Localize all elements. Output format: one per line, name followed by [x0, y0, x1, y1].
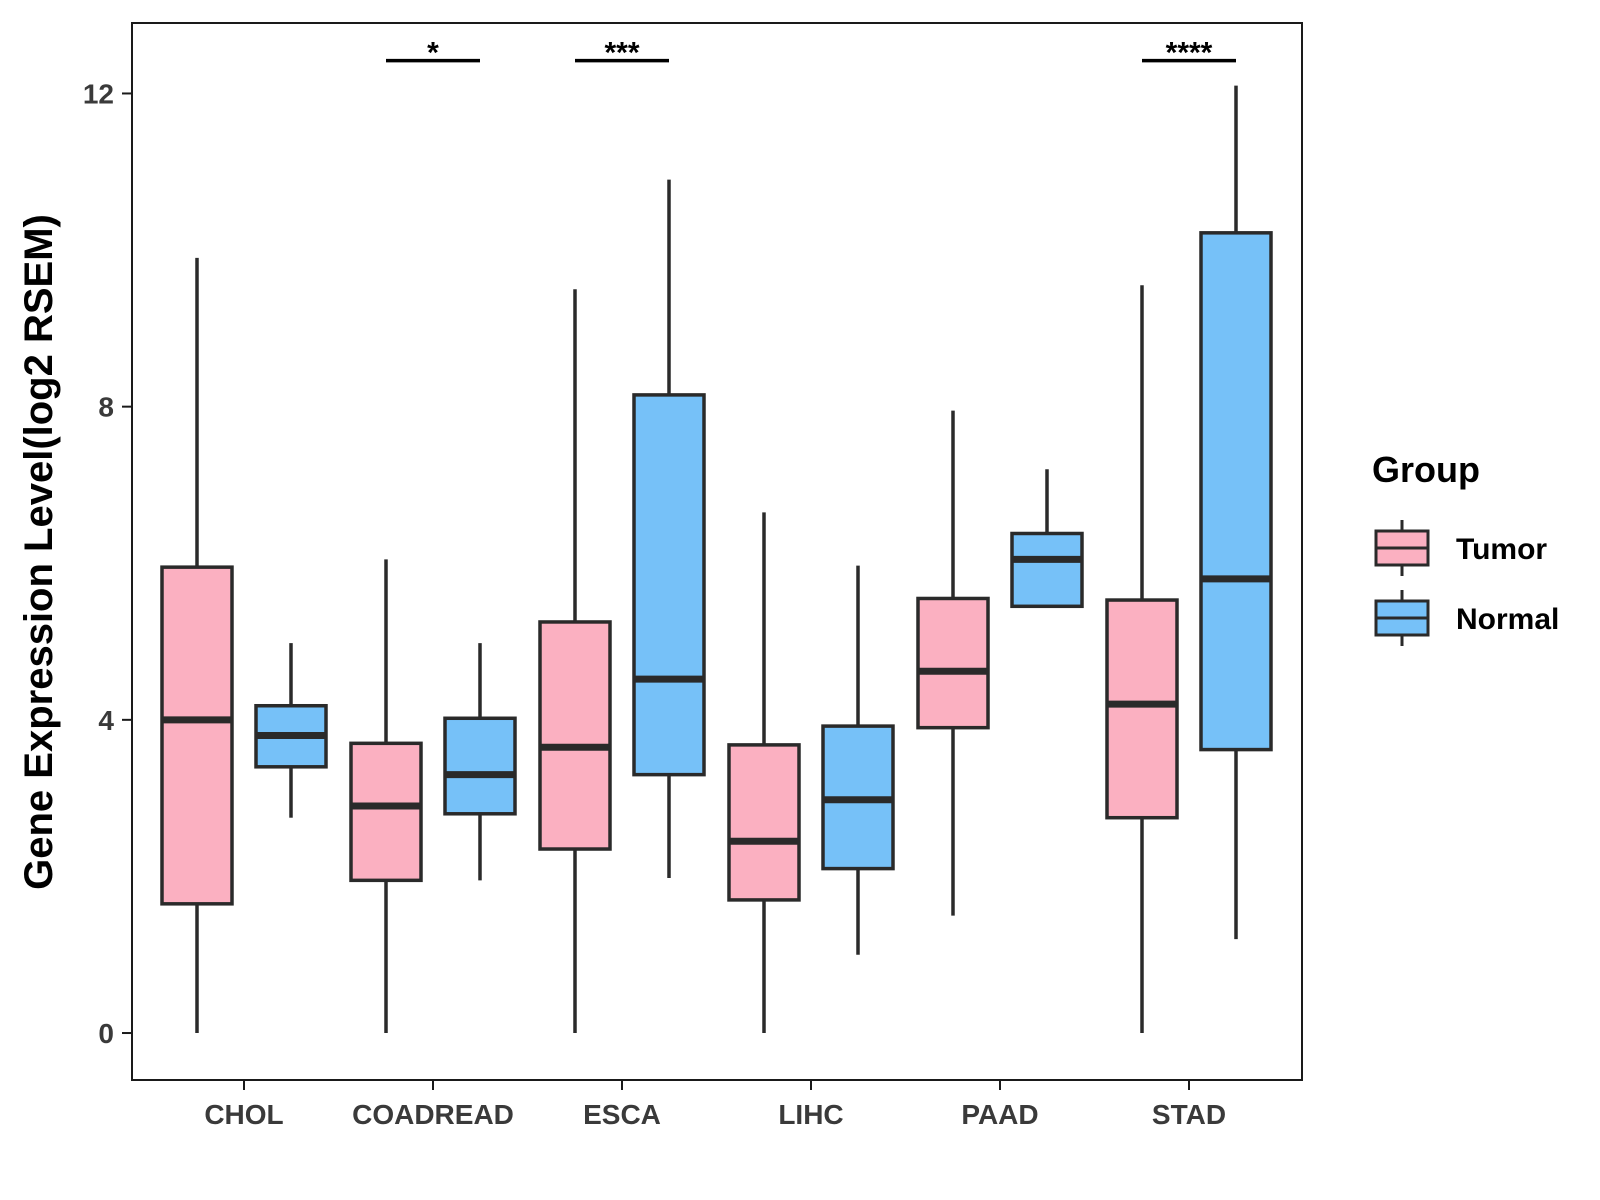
box-iqr — [1105, 598, 1179, 820]
y-axis-title: Gene Expression Level(log2 RSEM) — [17, 214, 61, 890]
significance-layer: * *** **** — [386, 37, 1236, 70]
legend: Group Tumor Normal — [1372, 449, 1559, 646]
y-tick-label: 0 — [98, 1018, 114, 1049]
box-iqr — [349, 741, 423, 883]
box-tumor-chol — [160, 257, 234, 1034]
box-tumor-coadread — [349, 559, 423, 1034]
plot-panel-border — [131, 22, 1303, 1081]
box-iqr — [727, 743, 801, 902]
box-iqr — [1010, 531, 1084, 609]
box-normal-coadread — [443, 643, 517, 881]
axis-layer: 0 4 8 12 CHOL COADREAD ESCA LIHC PAAD STAD — [83, 22, 1303, 1130]
box-iqr — [443, 716, 517, 816]
plot-layer — [160, 85, 1273, 1034]
x-tick-label: ESCA — [583, 1099, 661, 1130]
significance-label: * — [427, 37, 439, 70]
x-tick-label: CHOL — [204, 1099, 283, 1130]
significance-stad: **** — [1142, 37, 1236, 70]
y-tick-label: 4 — [98, 705, 114, 736]
legend-title: Group — [1372, 449, 1480, 490]
significance-label: **** — [1166, 37, 1213, 70]
x-tick-label: STAD — [1152, 1099, 1226, 1130]
x-tick-label: LIHC — [778, 1099, 843, 1130]
box-iqr — [916, 596, 990, 730]
box-tumor-paad — [916, 410, 990, 916]
box-tumor-lihc — [727, 512, 801, 1034]
significance-label: *** — [604, 37, 639, 70]
y-tick-label: 8 — [98, 392, 114, 423]
box-normal-lihc — [821, 565, 895, 955]
box-iqr — [632, 393, 706, 777]
box-tumor-stad — [1105, 285, 1179, 1034]
y-tick-label: 12 — [83, 78, 114, 109]
x-tick-label: COADREAD — [352, 1099, 514, 1130]
box-tumor-esca — [538, 289, 612, 1034]
significance-coadread: * — [386, 37, 480, 70]
box-iqr — [1199, 231, 1273, 752]
x-tick-label: PAAD — [961, 1099, 1038, 1130]
box-normal-stad — [1199, 85, 1273, 940]
box-normal-esca — [632, 179, 706, 878]
legend-item-tumor: Tumor — [1374, 520, 1547, 576]
legend-item-normal: Normal — [1374, 590, 1559, 646]
box-iqr — [160, 565, 234, 906]
legend-label: Normal — [1456, 603, 1559, 636]
box-normal-chol — [254, 643, 328, 818]
box-normal-paad — [1010, 469, 1084, 609]
box-iqr — [538, 620, 612, 851]
legend-label: Tumor — [1456, 533, 1547, 566]
significance-esca: *** — [575, 37, 669, 70]
